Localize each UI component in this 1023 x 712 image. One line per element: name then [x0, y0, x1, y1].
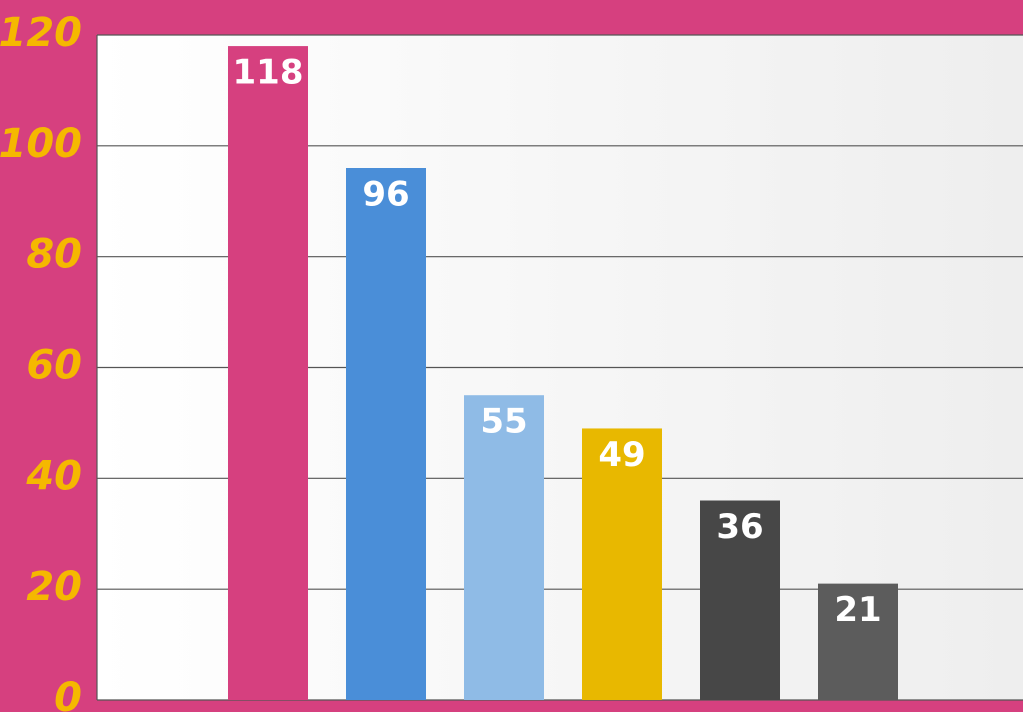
bar: [700, 500, 780, 700]
bar: [346, 168, 426, 700]
bar: [582, 428, 662, 700]
value-label: 49: [598, 435, 645, 475]
bar: [464, 395, 544, 700]
y-tick-label: 40: [25, 453, 82, 499]
bar: [818, 583, 898, 700]
value-label: 96: [362, 175, 409, 215]
y-tick-label: 80: [26, 232, 82, 278]
value-label: 55: [480, 402, 527, 442]
y-tick-label: 20: [26, 564, 82, 610]
y-tick-label: 0: [54, 675, 82, 712]
value-label: 118: [233, 53, 304, 93]
value-label: 21: [834, 590, 881, 630]
value-label: 36: [716, 507, 763, 547]
y-tick-label: 120: [0, 10, 82, 56]
y-tick-label: 60: [26, 343, 82, 389]
bar: [228, 46, 308, 701]
y-tick-label: 100: [0, 121, 82, 167]
